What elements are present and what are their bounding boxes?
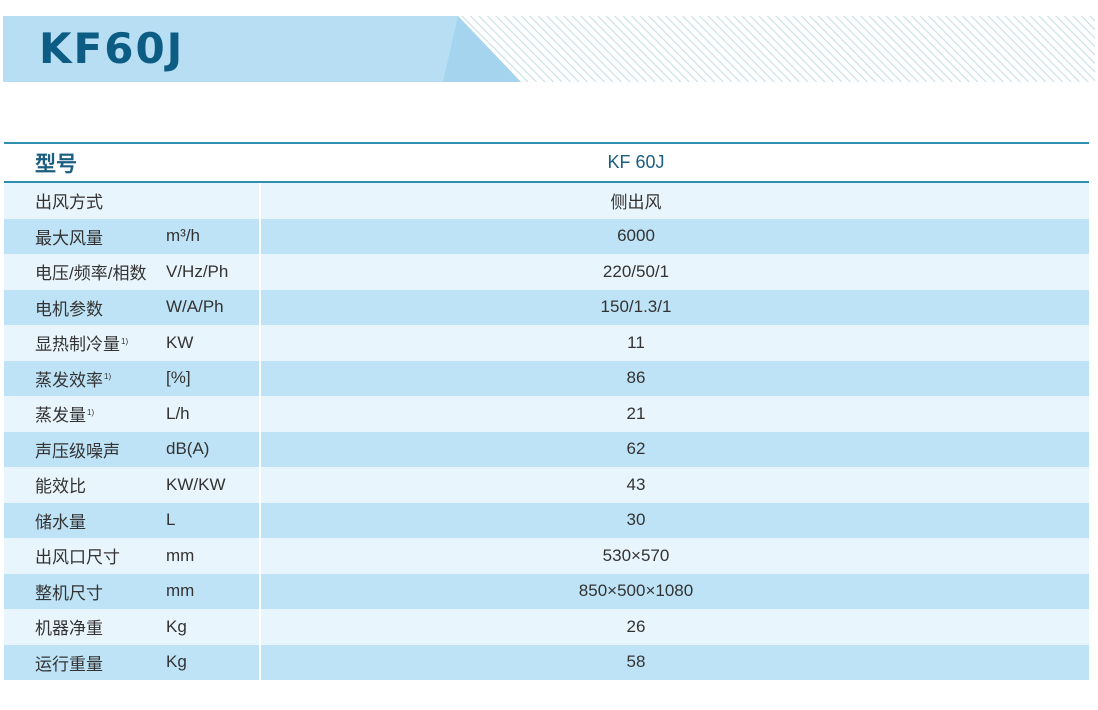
spec-label: 储水量 — [4, 508, 134, 533]
spec-label: 蒸发量1) — [4, 401, 134, 426]
spec-label-text: 运行重量 — [35, 654, 103, 674]
spec-label: 显热制冷量1) — [4, 330, 134, 355]
table-row: 储水量 L 30 — [4, 502, 1089, 538]
table-row: 蒸发量1) L/h 21 — [4, 396, 1089, 432]
spec-label: 电压/频率/相数 — [4, 259, 146, 284]
spec-value: 11 — [627, 332, 645, 352]
spec-label: 蒸发效率1) — [4, 366, 134, 391]
table-row: 整机尺寸 mm 850×500×1080 — [4, 573, 1089, 609]
spec-table-header: 型号 KF 60J — [4, 144, 1089, 183]
spec-unit: L/h — [134, 396, 261, 432]
spec-label: 机器净重 — [4, 614, 134, 639]
banner-background — [3, 16, 1095, 82]
spec-unit: W/A/Ph — [134, 289, 261, 325]
spec-label-text: 声压级噪声 — [35, 441, 120, 461]
banner-band — [3, 16, 521, 82]
spec-value: 150/1.3/1 — [600, 297, 672, 317]
spec-label-text: 出风口尺寸 — [35, 548, 120, 568]
spec-unit: L — [134, 502, 261, 538]
page-title: KF60J — [39, 24, 185, 73]
spec-unit: [%] — [134, 360, 261, 396]
spec-unit: m³/h — [134, 218, 261, 254]
table-row: 电机参数 W/A/Ph 150/1.3/1 — [4, 289, 1089, 325]
spec-label: 整机尺寸 — [4, 579, 134, 604]
table-row: 声压级噪声 dB(A) 62 — [4, 431, 1089, 467]
spec-table-body: 出风方式 侧出风最大风量 m³/h 6000 电压/频率/相数 V/Hz/Ph 220/50… — [4, 183, 1089, 680]
spec-value: 850×500×1080 — [578, 581, 694, 601]
spec-unit: dB(A) — [134, 431, 261, 467]
table-row: 最大风量 m³/h 6000 — [4, 218, 1089, 254]
spec-unit: KW — [134, 325, 261, 361]
spec-label: 最大风量 — [4, 224, 134, 249]
spec-value: 26 — [626, 616, 646, 636]
spec-label-text: 最大风量 — [35, 228, 103, 248]
spec-unit — [134, 183, 261, 219]
spec-label-text: 整机尺寸 — [35, 583, 103, 603]
spec-label-text: 电压/频率/相数 — [35, 264, 147, 284]
spec-label-text: 蒸发量 — [35, 406, 86, 426]
model-value: KF 60J — [607, 152, 665, 172]
spec-value: 58 — [626, 652, 646, 672]
banner-band-edge — [443, 16, 521, 82]
spec-value: 220/50/1 — [602, 261, 670, 281]
spec-unit: KW/KW — [134, 467, 261, 503]
spec-label: 出风方式 — [4, 188, 134, 213]
footnote-marker: 1) — [121, 336, 129, 346]
spec-label-text: 蒸发效率 — [35, 370, 103, 390]
spec-value: 6000 — [617, 226, 655, 246]
spec-label-text: 电机参数 — [35, 299, 103, 319]
spec-table: 型号 KF 60J 出风方式 侧出风最大风量 m³/h 6000 电压/频率/相数 V/H… — [4, 142, 1089, 680]
spec-label-text: 显热制冷量 — [35, 335, 120, 355]
spec-label-text: 能效比 — [35, 477, 86, 497]
spec-value: 43 — [626, 474, 646, 494]
table-row: 蒸发效率1) [%] 86 — [4, 360, 1089, 396]
spec-value: 侧出风 — [610, 193, 662, 213]
spec-label: 能效比 — [4, 472, 134, 497]
table-row: 能效比 KW/KW 43 — [4, 467, 1089, 503]
spec-label: 声压级噪声 — [4, 437, 134, 462]
model-label: 型号 — [35, 152, 77, 176]
footnote-marker: 1) — [104, 372, 112, 382]
spec-unit: mm — [134, 573, 261, 609]
footnote-marker: 1) — [87, 407, 95, 417]
spec-label-text: 机器净重 — [35, 619, 103, 639]
spec-label: 电机参数 — [4, 295, 134, 320]
spec-label: 出风口尺寸 — [4, 543, 134, 568]
spec-unit: Kg — [134, 609, 261, 645]
table-row: 运行重量 Kg 58 — [4, 644, 1089, 680]
spec-value: 30 — [626, 510, 646, 530]
spec-value: 86 — [626, 368, 646, 388]
spec-label-text: 储水量 — [35, 512, 86, 532]
spec-unit: V/Hz/Ph — [134, 254, 261, 290]
spec-unit: Kg — [134, 644, 261, 680]
table-row: 机器净重 Kg 26 — [4, 609, 1089, 645]
title-banner: KF60J — [3, 16, 1095, 82]
banner-stripes — [443, 16, 1095, 82]
spec-unit: mm — [134, 538, 261, 574]
spec-value: 62 — [626, 439, 646, 459]
table-row: 电压/频率/相数 V/Hz/Ph 220/50/1 — [4, 254, 1089, 290]
spec-label: 运行重量 — [4, 650, 134, 675]
spec-value: 530×570 — [602, 545, 670, 565]
spec-value: 21 — [626, 403, 646, 423]
spec-label-text: 出风方式 — [35, 193, 103, 213]
table-row: 出风方式 侧出风 — [4, 183, 1089, 219]
table-row: 出风口尺寸 mm 530×570 — [4, 538, 1089, 574]
table-row: 显热制冷量1) KW 11 — [4, 325, 1089, 361]
